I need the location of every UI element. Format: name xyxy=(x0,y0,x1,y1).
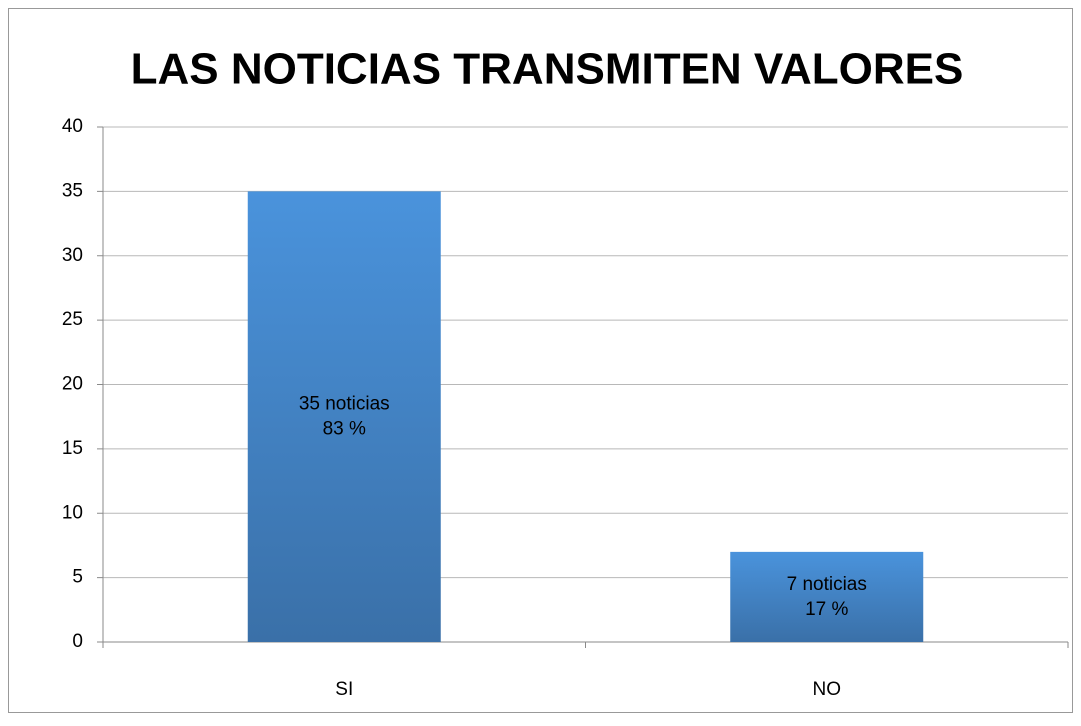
data-label: 7 noticias xyxy=(787,574,867,595)
x-tick-label: NO xyxy=(813,679,842,700)
data-label: 83 % xyxy=(323,419,366,440)
y-tick-label: 20 xyxy=(62,374,83,395)
y-tick-label: 40 xyxy=(62,116,83,137)
y-tick-label: 0 xyxy=(72,631,83,652)
chart-title: LAS NOTICIAS TRANSMITEN VALORES xyxy=(131,45,964,94)
y-tick-label: 30 xyxy=(62,245,83,266)
bar xyxy=(730,551,924,642)
bar xyxy=(247,191,441,642)
x-tick-label: SI xyxy=(335,679,353,700)
data-label: 35 noticias xyxy=(299,394,390,415)
y-tick-label: 15 xyxy=(62,438,83,459)
data-label: 17 % xyxy=(805,599,848,620)
y-tick-label: 25 xyxy=(62,309,83,330)
y-tick-label: 35 xyxy=(62,180,83,201)
y-tick-label: 5 xyxy=(72,567,83,588)
y-tick-label: 10 xyxy=(62,502,83,523)
